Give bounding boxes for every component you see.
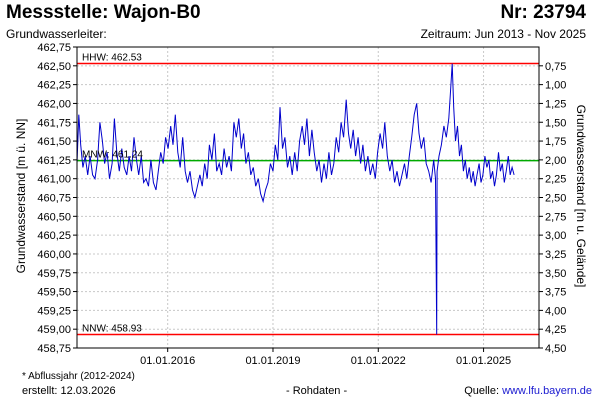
y2-tick-label: 4,50 xyxy=(545,343,566,355)
y-tick-label: 460,25 xyxy=(37,230,71,242)
source-link[interactable]: www.lfu.bayern.de xyxy=(502,385,592,397)
reference-labels: HHW: 462.53 MNW: 461.24 NNW: 458.93 xyxy=(82,53,143,335)
station-number: Nr: 23794 xyxy=(500,2,586,23)
mnw-label: MNW: 461.24 xyxy=(82,150,143,161)
y-tick-label: 462,50 xyxy=(37,61,71,73)
station-title: Messstelle: Wajon-B0 xyxy=(6,2,201,23)
y-tick-label: 459,00 xyxy=(37,324,71,336)
aquifer-label: Grundwasserleiter: xyxy=(6,27,107,41)
y-tick-label: 460,75 xyxy=(37,193,71,205)
y2-tick-label: 0,75 xyxy=(545,61,566,73)
source-label: Quelle: www.lfu.bayern.de xyxy=(464,385,592,397)
y-tick-label: 460,50 xyxy=(37,211,71,223)
y2-tick-label: 2,00 xyxy=(545,155,566,167)
x-tick-label: 01.01.2022 xyxy=(351,355,406,367)
y2-tick-label: 4,00 xyxy=(545,305,566,317)
y2-axis-title: Grundwasserstand [m u. Gelände] xyxy=(574,105,588,288)
x-tick-label: 01.01.2019 xyxy=(245,355,300,367)
y-tick-label: 459,50 xyxy=(37,287,71,299)
y-tick-label: 458,75 xyxy=(37,343,71,355)
y2-tick-label: 3,50 xyxy=(545,268,566,280)
y-axis-title: Grundwasserstand [m ü. NN] xyxy=(14,119,28,274)
y2-tick-label: 4,25 xyxy=(545,324,566,336)
y-tick-label: 459,25 xyxy=(37,305,71,317)
y-tick-label: 461,50 xyxy=(37,136,71,148)
footnote: * Abflussjahr (2012-2024) xyxy=(22,371,135,382)
y2-tick-labels: 0,75 1,00 1,25 1,50 1,75 2,00 2,25 2,50 2,75 3,00… xyxy=(545,61,566,355)
tick-marks xyxy=(73,46,543,352)
y2-tick-label: 3,75 xyxy=(545,287,566,299)
y-tick-label: 462,25 xyxy=(37,80,71,92)
y-tick-label: 461,25 xyxy=(37,155,71,167)
y2-tick-label: 3,00 xyxy=(545,230,566,242)
hhw-label: HHW: 462.53 xyxy=(82,53,142,64)
y-tick-labels: 462,75 462,50 462,25 462,00 461,75 461,50 461,… xyxy=(37,42,71,355)
nnw-label: NNW: 458.93 xyxy=(82,323,142,334)
y-tick-label: 462,00 xyxy=(37,98,71,110)
y2-tick-label: 2,75 xyxy=(545,211,566,223)
y-tick-label: 461,75 xyxy=(37,117,71,129)
y2-tick-label: 2,25 xyxy=(545,174,566,186)
y2-tick-label: 1,50 xyxy=(545,117,566,129)
y-tick-label: 462,75 xyxy=(37,42,71,54)
y2-tick-label: 3,25 xyxy=(545,249,566,261)
x-tick-label: 01.01.2016 xyxy=(140,355,195,367)
y2-tick-label: 2,50 xyxy=(545,193,566,205)
y2-tick-label: 1,75 xyxy=(545,136,566,148)
reference-lines xyxy=(77,62,539,336)
grid-lines xyxy=(77,47,539,348)
y2-tick-label: 1,00 xyxy=(545,80,566,92)
created-date: erstellt: 12.03.2026 xyxy=(22,385,116,397)
x-tick-label: 01.01.2025 xyxy=(456,355,511,367)
series-line xyxy=(76,63,515,335)
y-tick-label: 459,75 xyxy=(37,268,71,280)
period-label: Zeitraum: Jun 2013 - Nov 2025 xyxy=(420,27,586,41)
y-tick-label: 461,00 xyxy=(37,174,71,186)
x-tick-labels: 01.01.2016 01.01.2019 01.01.2022 01.01.2025 xyxy=(140,355,511,367)
raw-data-label: - Rohdaten - xyxy=(286,385,348,397)
y-tick-label: 460,00 xyxy=(37,249,71,261)
y2-tick-label: 1,25 xyxy=(545,98,566,110)
source-prefix: Quelle: xyxy=(464,385,503,397)
